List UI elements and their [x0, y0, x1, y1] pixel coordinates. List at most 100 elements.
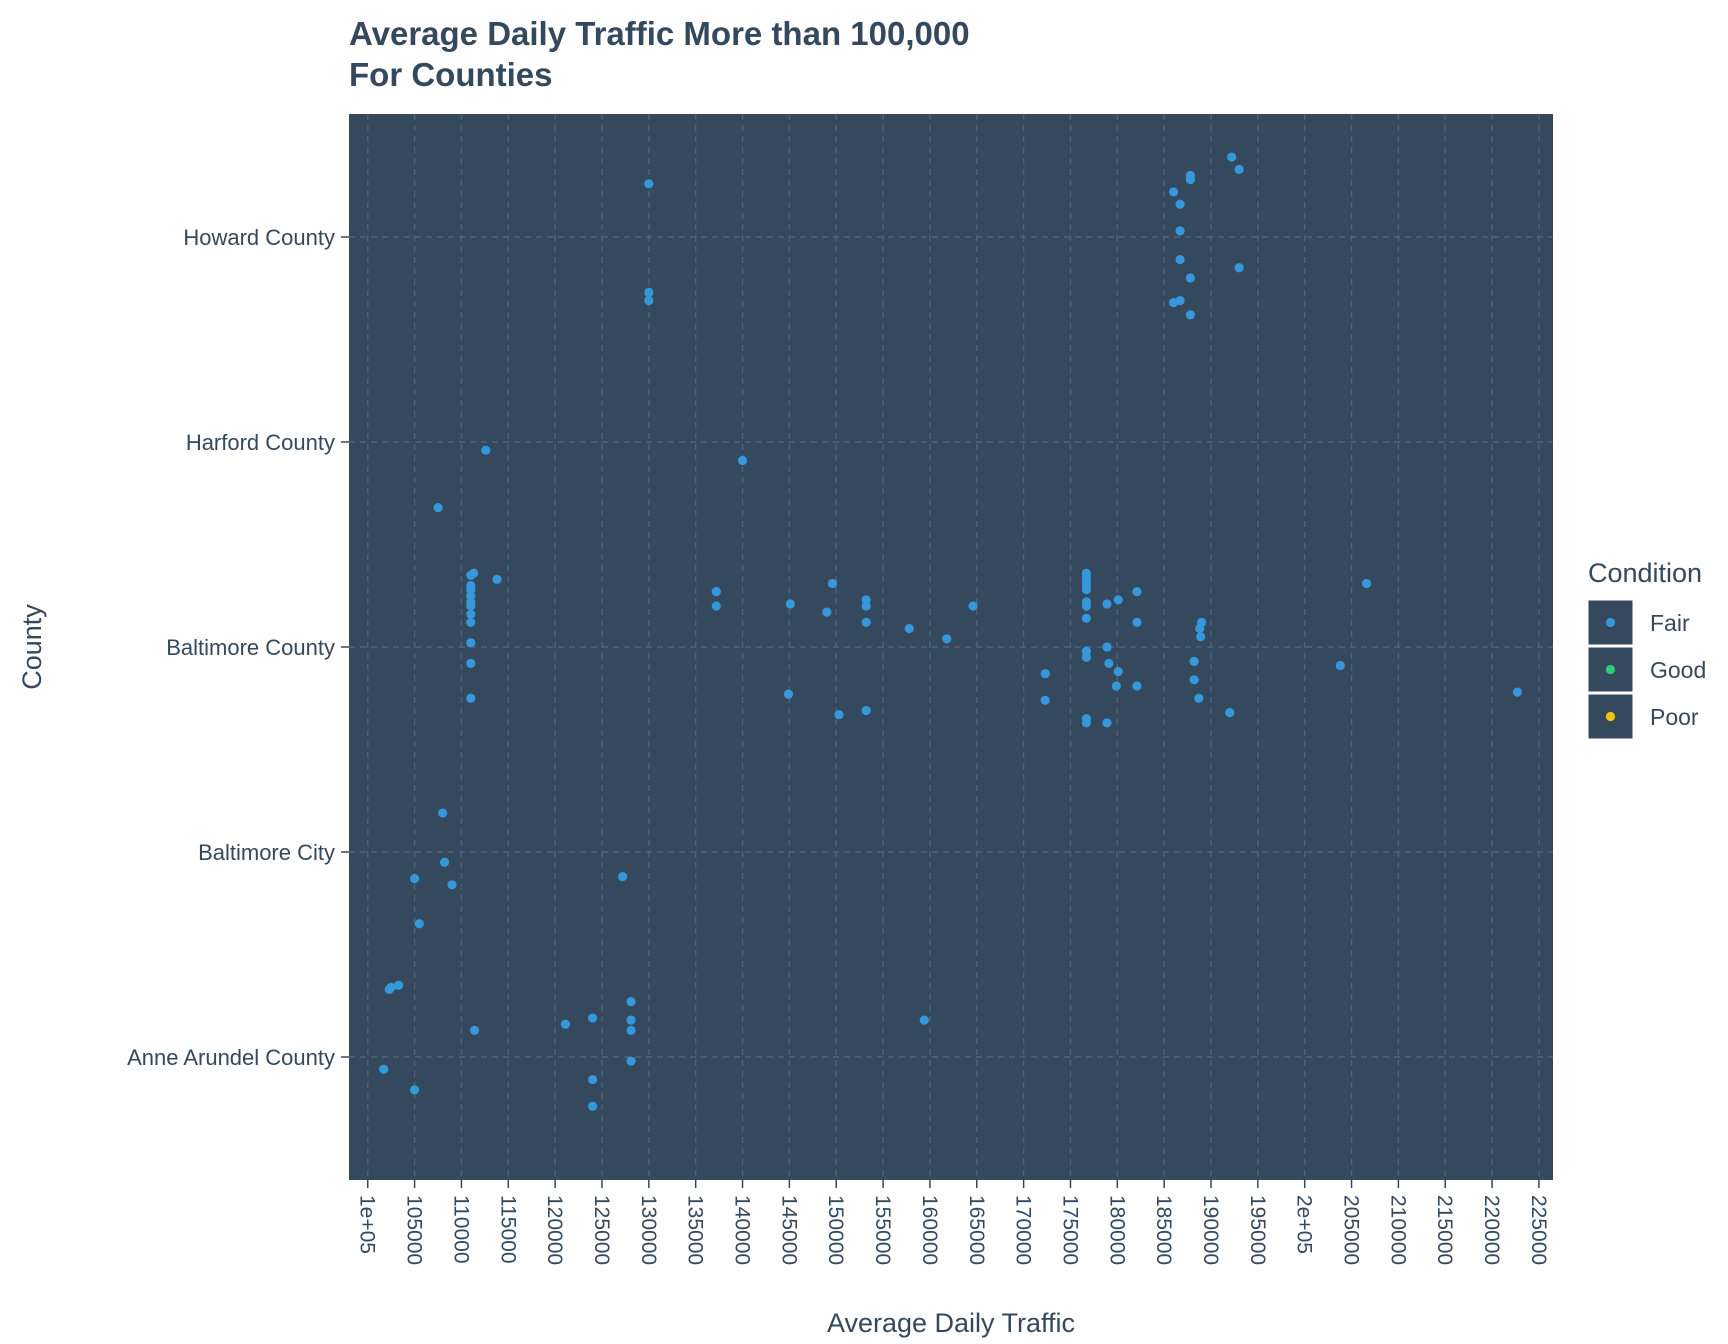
data-point [438, 808, 448, 818]
data-point [1102, 599, 1112, 609]
data-point [466, 693, 476, 703]
data-point [861, 617, 871, 628]
x-axis: 1e+05 105000 110000 115000 120000 125000 13000… [356, 1180, 1550, 1265]
data-point [919, 1015, 929, 1025]
data-point [469, 1025, 480, 1035]
data-point [409, 1085, 420, 1095]
data-points [379, 152, 1522, 1111]
data-point [1081, 601, 1091, 611]
legend-key-dot [1605, 617, 1616, 628]
data-point [711, 601, 721, 611]
data-point [1168, 187, 1179, 197]
data-point [1175, 254, 1185, 265]
data-point [1194, 693, 1204, 703]
x-tick-label: 110000 [449, 1195, 472, 1264]
data-point [588, 1013, 598, 1023]
x-tick-label: 225000 [1527, 1195, 1550, 1265]
data-point [379, 1064, 389, 1074]
y-tick-label: Howard County [183, 225, 335, 250]
data-point [626, 1056, 636, 1066]
data-point [1081, 652, 1091, 662]
data-point [481, 445, 491, 455]
data-point [560, 1019, 571, 1029]
x-tick-label: 155000 [871, 1195, 894, 1265]
data-point [1104, 658, 1114, 669]
data-point [1225, 708, 1235, 718]
data-point [466, 617, 476, 628]
x-axis-title: Average Daily Traffic [827, 1308, 1075, 1338]
data-point [1195, 623, 1205, 634]
data-point [1196, 632, 1206, 642]
y-tick-label: Baltimore City [198, 840, 335, 865]
data-point [942, 634, 952, 644]
data-point [1111, 681, 1121, 691]
x-tick-label: 175000 [1058, 1195, 1081, 1265]
x-tick-label: 125000 [590, 1195, 613, 1265]
legend-key-dot [1605, 664, 1616, 675]
data-point [466, 638, 476, 648]
data-point [466, 609, 476, 619]
data-point [384, 984, 394, 994]
data-point [861, 705, 871, 716]
x-tick-label: 205000 [1340, 1195, 1363, 1265]
data-point [1175, 199, 1185, 209]
data-point [588, 1074, 598, 1085]
data-point [1234, 263, 1244, 273]
x-tick-label: 140000 [731, 1195, 754, 1265]
data-point [1175, 226, 1185, 236]
data-point [1234, 164, 1244, 174]
data-point [466, 658, 476, 669]
x-tick-label: 2e+05 [1293, 1195, 1316, 1254]
data-point [414, 919, 424, 929]
legend-label: Poor [1650, 704, 1699, 730]
data-point [822, 607, 832, 617]
x-tick-label: 105000 [403, 1195, 426, 1265]
x-tick-label: 215000 [1433, 1195, 1456, 1265]
x-tick-label: 210000 [1386, 1195, 1409, 1265]
data-point [466, 601, 476, 611]
x-tick-label: 130000 [637, 1195, 660, 1265]
data-point [1189, 656, 1199, 666]
legend-key-dot [1605, 711, 1616, 722]
x-tick-label: 1e+05 [356, 1195, 379, 1254]
x-tick-label: 180000 [1105, 1195, 1128, 1265]
y-axis-title: County [17, 604, 47, 690]
data-point [861, 601, 871, 611]
data-point [1081, 613, 1091, 623]
legend-keys: Fair Good Poor [1587, 599, 1706, 740]
data-point [1132, 617, 1142, 628]
data-point [1040, 669, 1050, 679]
data-point [447, 880, 457, 890]
y-tick-label: Baltimore County [166, 635, 335, 660]
chart-title-line-1: Average Daily Traffic More than 100,000 [349, 15, 970, 52]
x-tick-label: 160000 [918, 1195, 941, 1265]
data-point [644, 179, 654, 189]
grid-lines [349, 114, 1553, 1180]
data-point [409, 874, 420, 884]
data-point [588, 1101, 598, 1111]
data-point [827, 578, 838, 589]
legend-title: Condition [1588, 558, 1702, 588]
data-point [1175, 295, 1185, 306]
chart-title-line-2: For Counties [349, 56, 553, 93]
data-point [433, 503, 443, 513]
data-point [1512, 687, 1522, 697]
x-tick-label: 135000 [684, 1195, 707, 1265]
data-point [834, 710, 844, 720]
data-point [1132, 587, 1142, 597]
data-point [1102, 718, 1112, 728]
data-point [492, 574, 502, 584]
data-point [394, 980, 404, 990]
data-point [1185, 170, 1195, 181]
data-point [1227, 152, 1237, 162]
data-point [617, 872, 628, 882]
x-tick-label: 195000 [1246, 1195, 1269, 1265]
data-point [1185, 310, 1195, 320]
data-point [1081, 718, 1091, 728]
x-tick-label: 190000 [1199, 1195, 1222, 1265]
data-point [644, 295, 654, 306]
data-point [1361, 578, 1372, 589]
data-point [904, 623, 914, 634]
y-axis: Anne Arundel County Baltimore City Baltimo… [127, 225, 349, 1070]
